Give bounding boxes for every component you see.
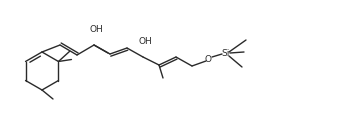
Text: O: O	[205, 54, 211, 64]
Text: OH: OH	[89, 25, 103, 34]
Text: Si: Si	[222, 49, 230, 59]
Text: OH: OH	[138, 37, 152, 46]
